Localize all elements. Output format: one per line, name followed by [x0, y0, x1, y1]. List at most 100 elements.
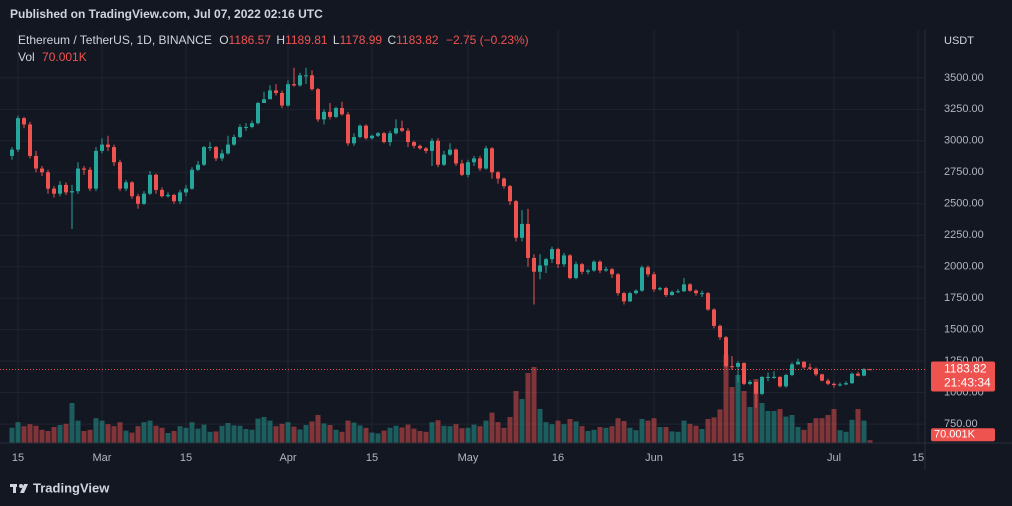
volume-bar — [771, 411, 777, 443]
candle-body — [400, 128, 404, 131]
volume-bar — [693, 425, 699, 443]
volume-bar — [561, 424, 567, 443]
candle-body — [328, 111, 332, 117]
volume-bar — [15, 422, 21, 443]
candle-body — [226, 144, 230, 154]
volume-bar — [579, 426, 585, 443]
candle-body — [70, 191, 74, 193]
volume-bar — [303, 425, 309, 443]
candle-body — [208, 147, 212, 149]
volume-name: Vol — [18, 50, 35, 64]
volume-bar — [747, 407, 753, 443]
countdown: 21:43:34 — [944, 376, 991, 390]
volume-bar — [513, 391, 519, 443]
volume-bar — [651, 418, 657, 443]
candle-body — [100, 144, 104, 151]
ohlc-prefix: O — [219, 33, 228, 47]
volume-bar — [699, 429, 705, 443]
volume-bar — [663, 427, 669, 443]
volume-bar — [105, 424, 111, 443]
volume-bar — [321, 423, 327, 443]
candle-body — [562, 255, 566, 265]
candle-body — [184, 188, 188, 193]
candle-body — [772, 376, 776, 378]
candle-body — [724, 337, 728, 367]
candle-body — [280, 92, 284, 106]
x-tick-label: Apr — [279, 452, 296, 464]
candle-body — [430, 140, 434, 151]
volume-bar — [459, 428, 465, 443]
candle-body — [688, 284, 692, 291]
volume-bar — [417, 431, 423, 443]
candle-body — [712, 309, 716, 326]
volume-bar — [807, 423, 813, 443]
candle-body — [10, 149, 14, 156]
candle-body — [592, 261, 596, 271]
y-tick-label: 3000.00 — [944, 135, 984, 147]
y-tick-label: 3500.00 — [944, 72, 984, 84]
candle-body — [124, 182, 128, 189]
candle-body — [520, 223, 524, 238]
candle-body — [190, 169, 194, 189]
volume-bar — [279, 423, 285, 443]
volume-bar — [177, 426, 183, 443]
candle-body — [784, 375, 788, 387]
candle-body — [736, 363, 740, 367]
candle-body — [850, 373, 854, 384]
volume-bar — [405, 424, 411, 443]
candle-body — [292, 84, 296, 86]
candle-body — [112, 147, 116, 163]
candle-body — [40, 168, 44, 173]
volume-bar — [741, 391, 747, 443]
candle-body — [172, 194, 176, 202]
candle-body — [154, 174, 158, 190]
volume-bar — [447, 426, 453, 443]
ohlc-prefix: C — [387, 33, 396, 47]
volume-bar — [837, 430, 843, 443]
volume-bar — [333, 429, 339, 443]
volume-bar — [687, 423, 693, 443]
volume-bar — [639, 419, 645, 443]
candle-body — [130, 182, 134, 197]
volume-value: 70.001K — [42, 50, 87, 64]
volume-bar — [735, 375, 741, 443]
ohlc-value: 1186.57 — [229, 33, 272, 47]
candle-body — [556, 249, 560, 265]
volume-bar — [207, 431, 213, 443]
x-tick-label: 15 — [912, 452, 924, 464]
candle-body — [310, 75, 314, 90]
volume-bar — [585, 431, 591, 443]
volume-bar — [93, 418, 99, 443]
brand: TradingView — [33, 480, 110, 495]
volume-bar — [285, 422, 291, 443]
candle-body — [214, 147, 218, 159]
brand-logo — [10, 484, 28, 493]
candle-body — [160, 189, 164, 197]
volume-bar — [471, 424, 477, 443]
published: Published on TradingView.com, Jul 07, 20… — [10, 7, 323, 21]
candle-body — [304, 75, 308, 77]
candle-body — [754, 381, 758, 394]
volume-bar — [129, 432, 135, 443]
candle-body — [412, 142, 416, 146]
candle-body — [286, 84, 290, 106]
candle-body — [148, 174, 152, 194]
volume-bar — [435, 420, 441, 443]
volume-bar — [387, 427, 393, 443]
volume-bar — [597, 427, 603, 443]
logo-part — [20, 484, 28, 493]
y-tick-label: 3250.00 — [944, 103, 984, 115]
candle-body — [646, 267, 650, 275]
volume-bar — [633, 430, 639, 443]
candle-body — [856, 373, 860, 376]
volume-bar — [147, 420, 153, 443]
x-tick-label: 16 — [552, 452, 564, 464]
candle-body — [586, 270, 590, 272]
volume-bar — [135, 426, 141, 443]
candle-body — [496, 172, 500, 179]
volume-bar — [711, 417, 717, 443]
volume-bar — [861, 420, 867, 443]
candle-body — [196, 164, 200, 170]
candle-body — [118, 162, 122, 189]
candle-body — [94, 150, 98, 189]
